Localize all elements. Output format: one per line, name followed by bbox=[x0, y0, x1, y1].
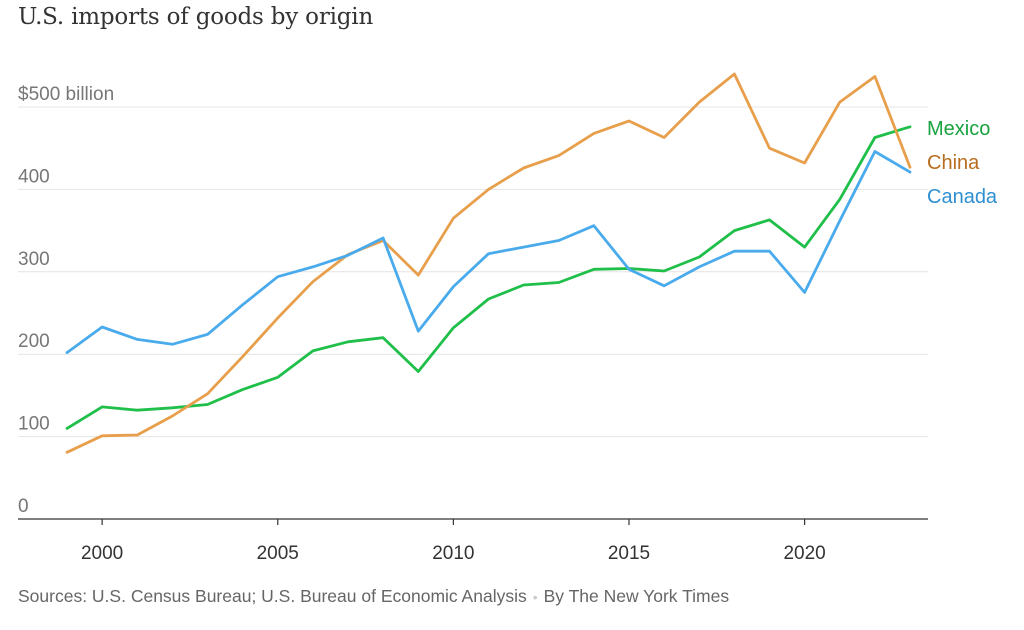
line-chart: 0 100 200 300 400 $500 billion 2000 2005 2010 201… bbox=[18, 72, 998, 564]
chart-title: U.S. imports of goods by origin bbox=[18, 4, 374, 30]
series-line-china bbox=[65, 72, 912, 454]
legend-label-canada: Canada bbox=[927, 186, 998, 208]
y-tick-label: 200 bbox=[18, 331, 50, 352]
y-tick-label: 400 bbox=[18, 166, 50, 187]
y-tick-label: 100 bbox=[18, 414, 50, 435]
byline: By The New York Times bbox=[543, 586, 730, 606]
legend-label-mexico: Mexico bbox=[927, 118, 990, 140]
source-note: Sources: U.S. Census Bureau; U.S. Bureau… bbox=[18, 586, 729, 607]
series-line-mexico bbox=[65, 125, 912, 430]
series-line-canada bbox=[65, 150, 912, 355]
x-tick-label: 2000 bbox=[81, 543, 123, 564]
y-tick-label: $500 billion bbox=[18, 84, 114, 105]
y-tick-label: 300 bbox=[18, 249, 50, 270]
x-tick-label: 2010 bbox=[432, 543, 474, 564]
x-tick-label: 2005 bbox=[257, 543, 299, 564]
x-tick-label: 2020 bbox=[783, 543, 825, 564]
y-tick-label: 0 bbox=[18, 496, 29, 517]
x-tick-label: 2015 bbox=[608, 543, 650, 564]
legend-label-china: China bbox=[927, 152, 980, 174]
separator-dot: • bbox=[532, 589, 538, 605]
sources-text: Sources: U.S. Census Bureau; U.S. Bureau… bbox=[18, 586, 527, 606]
